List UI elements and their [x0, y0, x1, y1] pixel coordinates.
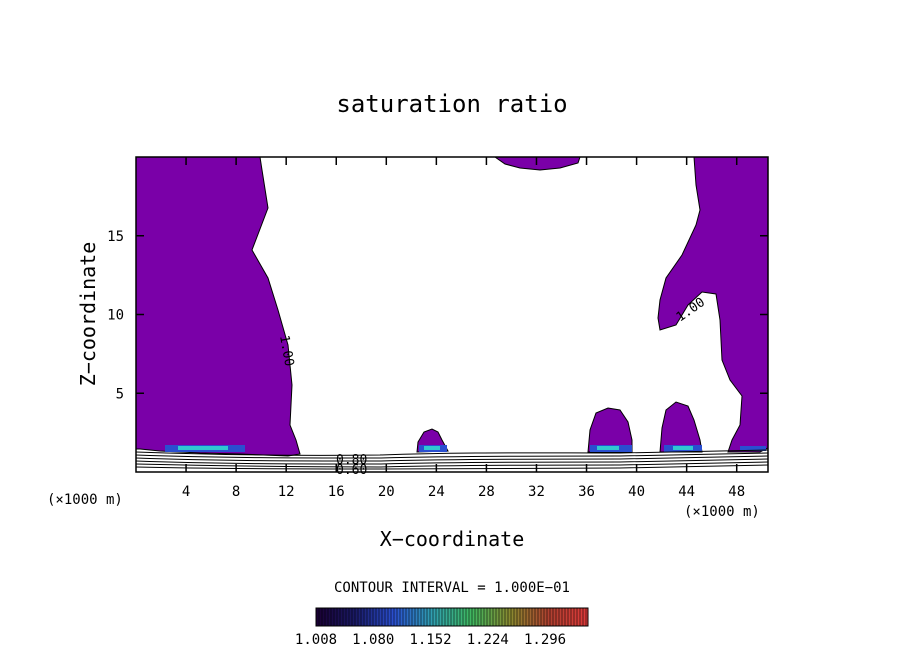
y-tick-label: 5 [116, 386, 124, 402]
x-tick-label: 8 [232, 484, 240, 500]
x-tick-label: 48 [728, 484, 745, 500]
plot-area: 1.00 1.00 0.80 0.60 [135, 156, 769, 478]
low-level-contours [135, 449, 769, 470]
colorbar-ticks: 1.008 1.080 1.152 1.224 1.296 [295, 632, 566, 648]
contour-line [135, 464, 769, 470]
contour-line [135, 455, 769, 462]
y-axis-title: Z−coordinate [76, 242, 100, 387]
colorbar-tick-label: 1.080 [352, 632, 394, 648]
contour-interval-text: CONTOUR INTERVAL = 1.000E−01 [334, 580, 570, 596]
colorbar-tick-label: 1.224 [467, 632, 509, 648]
x-tick-label: 32 [528, 484, 545, 500]
blue-spot-right [740, 446, 766, 451]
cyan-spot-37km [597, 446, 619, 450]
x-tick-label: 28 [478, 484, 495, 500]
supersaturated-region-right [657, 156, 769, 453]
chart-title: saturation ratio [336, 90, 567, 118]
x-axis-title: X−coordinate [380, 527, 525, 551]
colorbar: 1.008 1.080 1.152 1.224 1.296 [295, 607, 589, 648]
x-tick-label: 4 [182, 484, 190, 500]
cyan-spot-42km [673, 446, 693, 450]
y-ticks: 5 10 15 [107, 229, 768, 402]
x-tick-label: 12 [278, 484, 295, 500]
x-unit-left: (×1000 m) [47, 492, 123, 508]
supersaturated-region-top-cap [493, 156, 581, 171]
contour-label: 0.60 [336, 463, 367, 478]
contour-label: 1.00 [276, 334, 296, 367]
x-tick-label: 24 [428, 484, 445, 500]
x-unit-right: (×1000 m) [684, 504, 760, 520]
colorbar-stripes [318, 608, 587, 626]
y-tick-label: 10 [107, 308, 124, 324]
supersaturated-region-left [135, 156, 301, 457]
high-supersaturation-spots [165, 445, 766, 452]
colorbar-tick-label: 1.008 [295, 632, 337, 648]
cyan-spot-left [178, 446, 228, 450]
x-tick-label: 40 [628, 484, 645, 500]
contour-line [135, 458, 769, 465]
contour-label: 0.80 [336, 453, 367, 468]
y-tick-label: 15 [107, 229, 124, 245]
x-ticks: 4 8 12 16 20 24 28 32 36 40 44 48 [182, 157, 745, 500]
contour-line [135, 452, 769, 459]
x-tick-label: 20 [378, 484, 395, 500]
x-tick-label: 16 [328, 484, 345, 500]
contour-line [135, 461, 769, 468]
contour-line [135, 449, 769, 456]
cyan-spot-23km [424, 446, 440, 450]
x-tick-label: 44 [678, 484, 695, 500]
colorbar-tick-label: 1.152 [409, 632, 451, 648]
colorbar-tick-label: 1.296 [524, 632, 566, 648]
x-tick-label: 36 [578, 484, 595, 500]
